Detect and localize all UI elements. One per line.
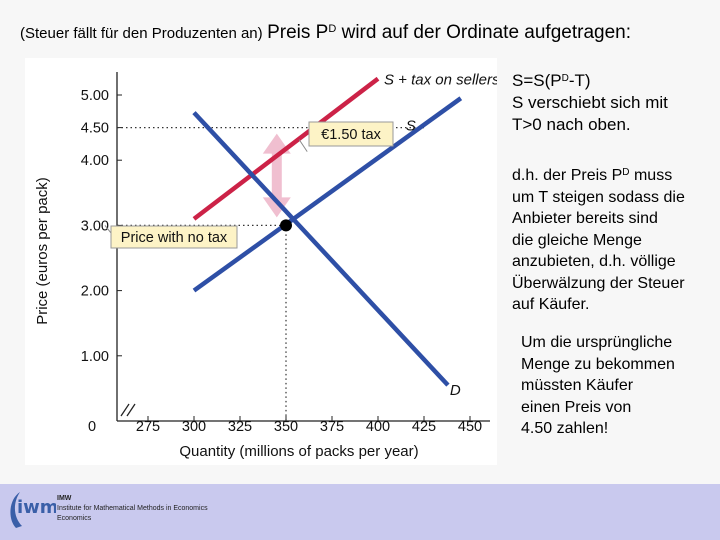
price-note-line-1: d.h. der Preis PD muss [512, 162, 712, 187]
price-note-line-4: die gleiche Menge [512, 231, 642, 249]
y-tick-label: 4.00 [81, 153, 109, 169]
x-tick-label: 325 [228, 419, 252, 435]
tax-label-pointer [298, 139, 308, 152]
supply-shift-note: S=S(PD-T) S verschiebt sich mit T>0 nach… [512, 68, 712, 136]
tax-arrow-icon [262, 133, 291, 218]
price-note-start: d.h. der Preis P [512, 167, 623, 184]
x-axis-label: Quantity (millions of packs per year) [179, 443, 418, 460]
tax-incidence-chart: 275 300 325 350 375 400 425 450 0 1.00 2.00 3.00 4.0… [34, 72, 497, 460]
axis-break-mark [126, 403, 136, 417]
price-note-line-7: auf Käufer. [512, 296, 590, 313]
series-line [192, 111, 450, 387]
x-tick-label: 350 [274, 419, 298, 435]
quantity-note-line-4: einen Preis von [521, 398, 632, 416]
tax-label: €1.50 tax [321, 127, 381, 143]
title-main-end: wird auf der Ordinate aufgetragen: [336, 22, 631, 43]
x-tick-label: 425 [412, 419, 436, 435]
institute-name: Institute for Mathematical Methods in Ec… [57, 505, 208, 512]
y-tick-label: 5.00 [81, 88, 109, 104]
logo-swoosh-icon [10, 492, 22, 528]
logo-mark: iwm [17, 497, 56, 518]
quantity-note-line-1: Um die ursprüngliche [521, 334, 673, 351]
title-prefix: (Steuer fällt für den Produzenten an) [20, 25, 263, 42]
supply-shift-line-3: T>0 nach oben. [512, 115, 631, 134]
x-tick-label: 375 [320, 419, 344, 435]
y-tick-label: 2.00 [81, 284, 109, 300]
price-note-line-5: anzubieten, d.h. völlige [512, 253, 676, 270]
formula-end: -T) [568, 71, 591, 90]
title-main: Preis PD wird auf der Ordinate aufgetrag… [267, 22, 631, 43]
axis-break-mark [120, 403, 130, 417]
quantity-note-line-5: 4.50 zahlen! [521, 420, 609, 437]
series-line [192, 76, 380, 221]
institute-logo: iwm [10, 492, 56, 528]
y-axis-label: Price (euros per pack) [34, 177, 51, 325]
y-tick-label: 4.50 [81, 121, 109, 137]
y-tick-label: 3.00 [81, 218, 109, 234]
x-tick-label: 450 [458, 419, 482, 435]
supply-shift-formula: S=S(PD-T) [512, 68, 712, 92]
quantity-note-line-2: Menge zu bekommen [521, 355, 675, 373]
price-note-line-6: Überwälzung der Steuer [512, 274, 685, 292]
footer-band [0, 484, 720, 540]
series-label-supply: S [406, 117, 416, 134]
x-tick-label: 300 [182, 419, 206, 435]
no-tax-label-box [110, 225, 238, 249]
formula-start: S=S(P [512, 71, 562, 90]
no-tax-label: Price with no tax [121, 230, 228, 246]
x-origin-label: 0 [88, 419, 96, 435]
institute-abbreviation: IMW [57, 495, 72, 502]
series-line [192, 96, 463, 293]
chart-panel: 275 300 325 350 375 400 425 450 0 1.00 2.00 3.00 4.0… [25, 58, 497, 465]
price-note-line-3: Anbieter bereits sind [512, 210, 658, 227]
institute-text: IMW Institute for Mathematical Methods i… [57, 494, 208, 524]
x-tick-label: 400 [366, 419, 390, 435]
supply-shift-line-2: S verschiebt sich mit [512, 93, 668, 112]
formula-superscript: D [561, 73, 569, 84]
quantity-note: Um die ursprüngliche Menge zu bekommen m… [521, 332, 711, 440]
page-title: (Steuer fällt für den Produzenten an) Pr… [20, 22, 710, 44]
price-increase-note: d.h. der Preis PD muss um T steigen soda… [512, 162, 712, 316]
x-tick-label: 275 [136, 419, 160, 435]
institute-subname: Economics [57, 515, 92, 522]
title-superscript: D [328, 23, 337, 35]
y-tick-label: 1.00 [81, 349, 109, 365]
equilibrium-point [280, 219, 292, 232]
series-label-supply-tax: S + tax on sellers [384, 72, 497, 89]
price-note-end: muss [629, 167, 673, 184]
title-main-start: Preis P [267, 22, 329, 43]
quantity-note-line-3: müssten Käufer [521, 377, 634, 394]
tax-label-box [308, 121, 394, 147]
price-note-line-2: um T steigen sodass die [512, 188, 685, 206]
series-label-demand: D [450, 382, 461, 399]
price-note-superscript: D [622, 167, 630, 178]
